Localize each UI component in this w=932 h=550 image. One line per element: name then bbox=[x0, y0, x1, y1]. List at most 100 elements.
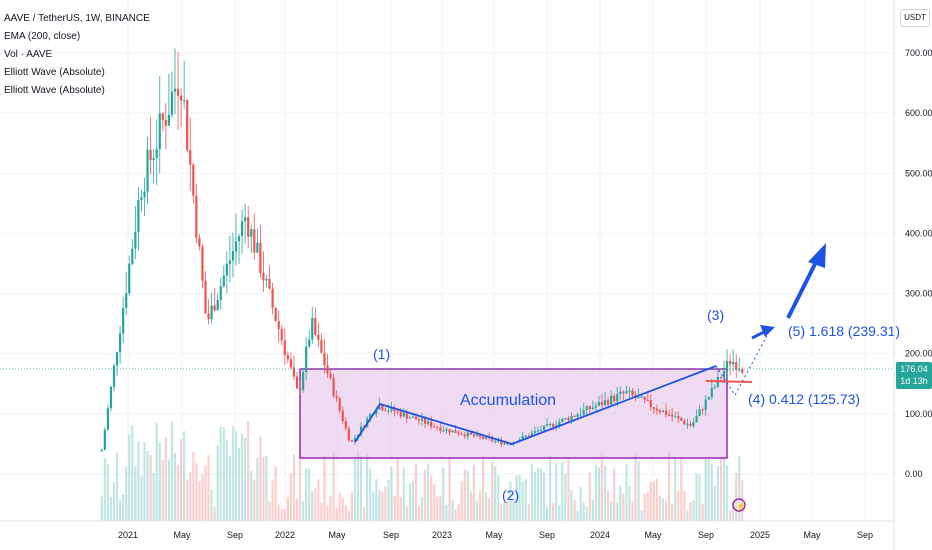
volume-bar bbox=[521, 480, 524, 521]
arrow-large bbox=[786, 257, 820, 319]
candle bbox=[625, 391, 628, 394]
volume-bar bbox=[625, 464, 628, 521]
volume-bar bbox=[661, 498, 665, 521]
candle bbox=[314, 318, 317, 335]
volume-bar bbox=[457, 503, 460, 521]
candle bbox=[192, 164, 195, 196]
volume-bar bbox=[131, 425, 134, 521]
last-price-tag: 176.04 1d 13h bbox=[896, 362, 932, 389]
volume-bar bbox=[228, 456, 231, 521]
candle bbox=[149, 149, 152, 161]
price-tick-label: 400.00 bbox=[905, 228, 932, 238]
event-marker-icon[interactable] bbox=[732, 498, 746, 512]
wave-3-label: (3) bbox=[707, 307, 724, 323]
candle bbox=[738, 369, 741, 371]
candle bbox=[216, 299, 219, 311]
candle bbox=[640, 396, 643, 398]
volume-bar bbox=[637, 461, 640, 521]
time-tick-label: Sep bbox=[698, 530, 714, 540]
volume-bar bbox=[241, 434, 244, 521]
volume-bar bbox=[607, 490, 610, 521]
candle bbox=[347, 428, 350, 441]
volume-bar bbox=[497, 475, 500, 521]
volume-bar bbox=[463, 469, 466, 521]
candle bbox=[128, 263, 131, 294]
volume-bar bbox=[338, 492, 341, 521]
volume-bar bbox=[180, 439, 183, 521]
candle bbox=[558, 421, 561, 426]
volume-bar bbox=[298, 453, 302, 521]
candle bbox=[661, 410, 665, 413]
candle bbox=[485, 437, 488, 439]
candle bbox=[701, 409, 704, 411]
candle bbox=[384, 410, 387, 412]
volume-bar bbox=[250, 470, 253, 521]
volume-bar bbox=[323, 455, 326, 521]
candle bbox=[436, 426, 439, 428]
volume-bar bbox=[503, 502, 506, 521]
volume-bar bbox=[710, 463, 713, 521]
candle bbox=[631, 390, 634, 396]
candle bbox=[671, 414, 674, 417]
volume-bar bbox=[414, 463, 418, 521]
candle bbox=[250, 229, 253, 237]
candle bbox=[158, 113, 161, 150]
candle bbox=[424, 418, 427, 424]
currency-unit[interactable]: USDT bbox=[900, 9, 930, 27]
indicator-ema[interactable]: EMA (200, close) bbox=[4, 31, 81, 42]
candle bbox=[524, 435, 527, 437]
candle bbox=[137, 200, 140, 232]
time-tick-label: May bbox=[328, 530, 346, 540]
candle bbox=[460, 433, 463, 435]
arrow-small-head bbox=[760, 325, 775, 337]
candle bbox=[292, 367, 296, 377]
indicator-elliott-2[interactable]: Elliott Wave (Absolute) bbox=[4, 85, 105, 96]
candle bbox=[729, 361, 732, 365]
volume-bar bbox=[384, 486, 387, 521]
volume-bar bbox=[268, 501, 271, 521]
volume-bar bbox=[402, 467, 405, 521]
symbol-title[interactable]: AAVE / TetherUS, 1W, BINANCE bbox=[4, 13, 150, 24]
candle bbox=[305, 346, 308, 373]
volume-bar bbox=[716, 465, 719, 521]
candle bbox=[207, 313, 210, 320]
candle bbox=[542, 425, 546, 431]
candle bbox=[658, 410, 662, 413]
candle bbox=[582, 409, 585, 415]
price-tick-label: 500.00 bbox=[905, 168, 932, 178]
candle bbox=[719, 376, 723, 378]
candle bbox=[619, 391, 622, 394]
volume-bar bbox=[119, 499, 122, 521]
volume-bar bbox=[567, 456, 570, 521]
candle bbox=[549, 423, 552, 425]
candle bbox=[451, 430, 454, 433]
candle bbox=[411, 416, 414, 418]
indicator-elliott-1[interactable]: Elliott Wave (Absolute) bbox=[4, 67, 105, 78]
candle bbox=[637, 397, 640, 399]
price-tick-label: 600.00 bbox=[905, 108, 932, 118]
time-tick-label: 2021 bbox=[118, 530, 138, 540]
volume-bar bbox=[234, 431, 238, 521]
volume-bar bbox=[259, 436, 262, 521]
candle bbox=[167, 114, 170, 126]
volume-bar bbox=[472, 464, 475, 521]
time-axis[interactable]: 2021 May Sep 2022 May Sep 2023 May Sep 2024 May Sep… bbox=[118, 530, 873, 540]
candle bbox=[106, 408, 109, 430]
candle bbox=[503, 443, 506, 445]
candle bbox=[567, 417, 570, 421]
volume-bar bbox=[155, 422, 158, 521]
price-axis[interactable]: 700.00 600.00 500.00 400.00 300.00 200.00 100.… bbox=[905, 48, 932, 479]
volume-bar bbox=[582, 502, 585, 521]
volume-bar bbox=[500, 504, 503, 521]
indicator-volume[interactable]: Vol · AAVE bbox=[4, 49, 53, 60]
volume-bar bbox=[536, 467, 540, 521]
volume-bar bbox=[286, 497, 289, 521]
volume-bar bbox=[280, 509, 283, 521]
volume-bar bbox=[491, 462, 494, 521]
volume-bar bbox=[103, 458, 106, 521]
volume-bar bbox=[189, 472, 192, 521]
volume-bar bbox=[356, 451, 360, 521]
volume-bar bbox=[311, 490, 314, 521]
volume-bar bbox=[701, 504, 704, 521]
